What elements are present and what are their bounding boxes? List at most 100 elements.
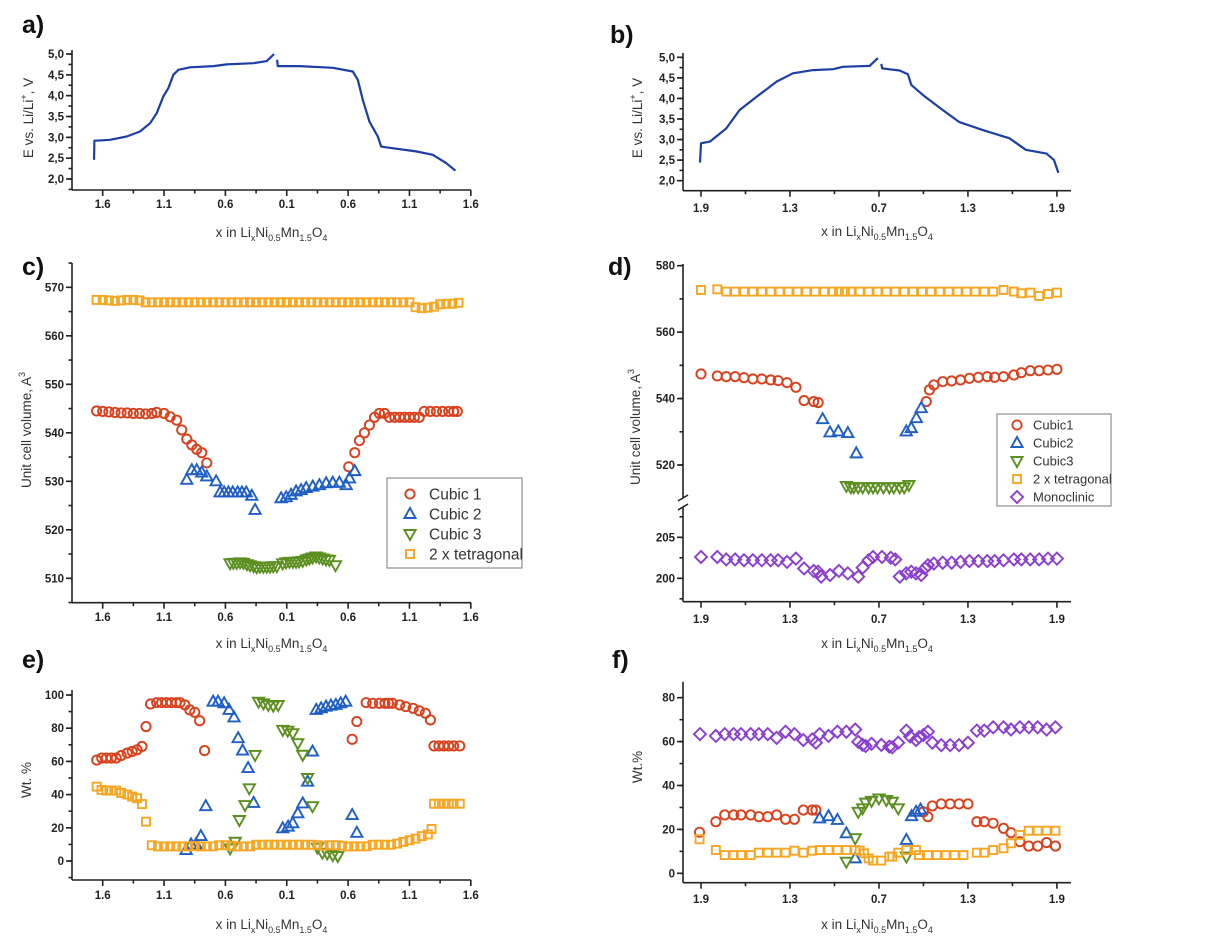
x-tick-label: 1.9 (1049, 894, 1065, 906)
data-point (116, 787, 127, 798)
y-tick-label: 530 (45, 476, 64, 488)
data-point (355, 297, 366, 308)
x-axis-label-subscript: 1.5 (299, 925, 312, 935)
data-point (969, 723, 985, 738)
data-point (251, 839, 262, 850)
series-triangle-up (178, 693, 365, 855)
x-axis-label-text: Ni (255, 917, 268, 932)
x-axis-label-text: O (917, 224, 928, 239)
data-point (841, 845, 852, 855)
y-tick-label: 80 (662, 693, 675, 705)
data-point (379, 297, 390, 308)
x-axis-label-text: x in Li (216, 636, 251, 651)
data-point (899, 723, 914, 738)
data-point (979, 286, 990, 297)
y-tick-label: 540 (45, 428, 64, 440)
data-point (109, 406, 121, 418)
y-tick-label: 40 (51, 790, 64, 802)
data-point (952, 286, 963, 297)
data-point (251, 696, 266, 710)
x-tick-label: 1.3 (782, 614, 798, 626)
data-point (145, 698, 157, 710)
y-tick-label: 100 (45, 690, 64, 702)
panel-e: e) 1.6 1.1 0.6 0.1 0.6 1.1 1.6 0 20 40 60 80 100 x in … (19, 646, 479, 935)
data-point (146, 297, 157, 308)
data-point (386, 839, 396, 850)
data-point (719, 809, 731, 821)
x-axis-label-subscript: 0.5 (268, 644, 281, 654)
data-point (361, 841, 372, 852)
x-axis-label-text: Ni (255, 225, 268, 240)
y-tick-label: 2,5 (659, 155, 676, 167)
data-point (812, 397, 824, 409)
data-point (892, 569, 908, 585)
data-point (247, 749, 263, 763)
data-point (899, 286, 910, 297)
x-tick-label: 0.6 (340, 890, 356, 902)
data-point (1008, 369, 1020, 381)
data-point (831, 423, 846, 437)
data-point (899, 831, 914, 845)
data-point (280, 818, 296, 832)
data-point (940, 850, 951, 861)
data-point (448, 798, 459, 809)
data-point (115, 407, 127, 419)
x-axis-label-subscript: 1.5 (299, 644, 312, 654)
data-point (349, 824, 365, 838)
data-point (721, 286, 732, 297)
data-point (935, 798, 947, 810)
data-point (328, 560, 343, 574)
x-axis-label-subscript: 0.5 (874, 644, 887, 654)
data-point (988, 845, 999, 855)
data-point (1032, 840, 1044, 852)
data-point (410, 833, 421, 844)
y-axis-label-text: , V (21, 78, 36, 95)
data-point (861, 552, 876, 568)
y-tick-label: 580 (656, 261, 675, 273)
data-point (1051, 363, 1063, 375)
y-axis-label: Wt. % (19, 762, 34, 798)
data-point (313, 700, 329, 714)
data-point (270, 700, 286, 713)
charge-curve (92, 53, 275, 160)
data-point (710, 816, 722, 828)
y-tick-label: 5,0 (48, 49, 64, 61)
data-point (235, 742, 250, 756)
data-point (177, 841, 188, 852)
data-point (91, 294, 102, 305)
data-point (244, 487, 260, 501)
data-point (325, 850, 340, 863)
x-tick-label: 1.9 (693, 894, 709, 906)
legend-item: Monoclinic (1009, 490, 1095, 505)
data-point (290, 738, 306, 752)
data-point (958, 850, 969, 861)
data-point (312, 297, 323, 308)
x-tick-label: 1.3 (960, 614, 976, 626)
panel-b: b) 1.9 1.3 0.7 1.3 1.9 2,0 2,5 3,0 3,5 4,0 4,5 5,0 x … (610, 21, 1071, 242)
data-point (693, 549, 709, 565)
x-axis-label-subscript: 4 (928, 925, 933, 935)
y-tick-label: 560 (656, 327, 675, 339)
data-point (251, 297, 262, 308)
data-point (318, 297, 329, 308)
data-point (165, 841, 176, 852)
data-point (812, 810, 827, 824)
y-tick-label: 4,0 (48, 91, 64, 103)
x-tick-label: 1.9 (693, 203, 709, 215)
axis-break-mark (677, 503, 689, 511)
data-point (917, 561, 933, 576)
series-circle (91, 697, 466, 766)
data-point (864, 795, 879, 809)
x-axis-label-subscript: x (856, 644, 861, 654)
legend-item: Cubic 1 (404, 486, 482, 503)
legend-label: Cubic3 (1033, 454, 1073, 469)
data-point (305, 552, 320, 566)
data-point (408, 411, 420, 423)
data-point (753, 847, 764, 858)
data-point (987, 817, 999, 829)
y-axis-label-text: Unit cell volume, A (628, 374, 643, 485)
data-point (189, 297, 200, 308)
data-point (343, 297, 354, 308)
data-point (801, 286, 812, 297)
